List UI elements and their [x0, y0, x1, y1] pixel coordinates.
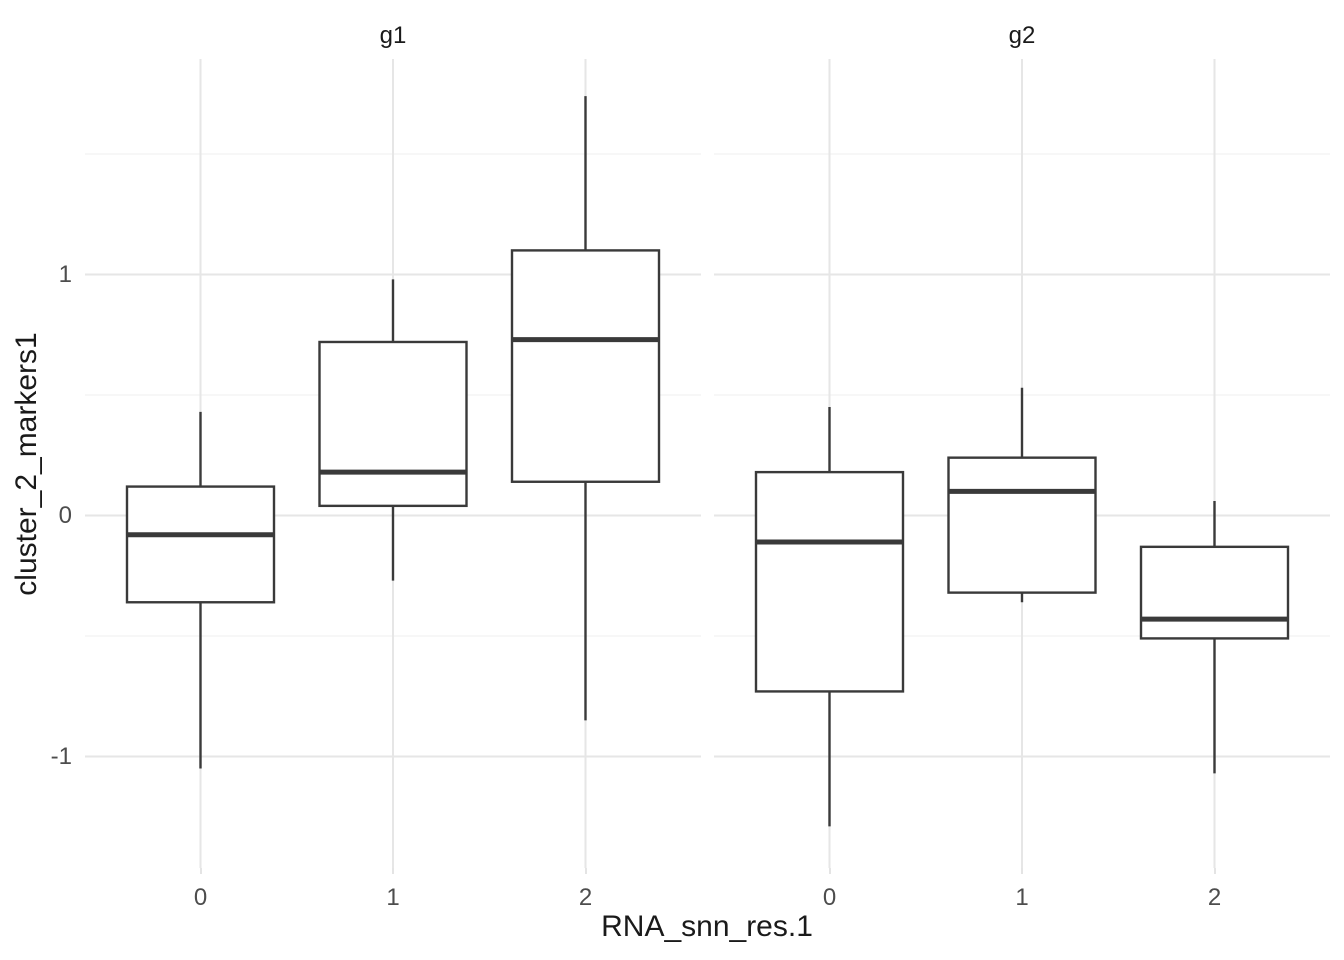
box-g1-2 [510, 249, 661, 483]
x-tick-mark-g2-0 [828, 868, 831, 874]
y-tick-label--1: -1 [50, 742, 72, 770]
x-tick-label-g1-0: 0 [193, 884, 208, 911]
y-tick-label-0: 0 [58, 501, 72, 529]
y-axis-title-text: cluster_2_markers1 [10, 332, 43, 596]
facet-strip-label-g2: g2 [1008, 22, 1036, 49]
x-tick-label-g1-2: 2 [578, 884, 593, 911]
x-tick-label-g2-1: 1 [1015, 884, 1029, 911]
box-g1-0 [125, 485, 276, 604]
box-g2-2 [1139, 545, 1290, 640]
panel-canvas-g1 [85, 59, 701, 868]
box-g1-1 [318, 340, 468, 508]
facet-panel-g2 [714, 59, 1330, 868]
x-tick-label-g2-2: 2 [1207, 884, 1222, 911]
box-g2-0 [754, 470, 905, 693]
x-tick-label-g2-0: 0 [822, 884, 837, 911]
y-tick-label-1: 1 [58, 260, 72, 288]
x-tick-mark-g2-1 [1021, 868, 1023, 874]
x-axis-title: RNA_snn_res.1 [601, 910, 813, 943]
x-tick-mark-g1-1 [392, 868, 394, 874]
facet-strip-label-g1: g1 [379, 22, 407, 49]
facet-panel-g1 [85, 59, 701, 868]
box-g2-1 [947, 456, 1097, 594]
x-tick-mark-g2-2 [1213, 868, 1216, 874]
x-tick-mark-g1-2 [584, 868, 587, 874]
x-tick-label-g1-1: 1 [386, 884, 400, 911]
panel-canvas-g2 [714, 59, 1330, 868]
x-tick-mark-g1-0 [199, 868, 202, 874]
